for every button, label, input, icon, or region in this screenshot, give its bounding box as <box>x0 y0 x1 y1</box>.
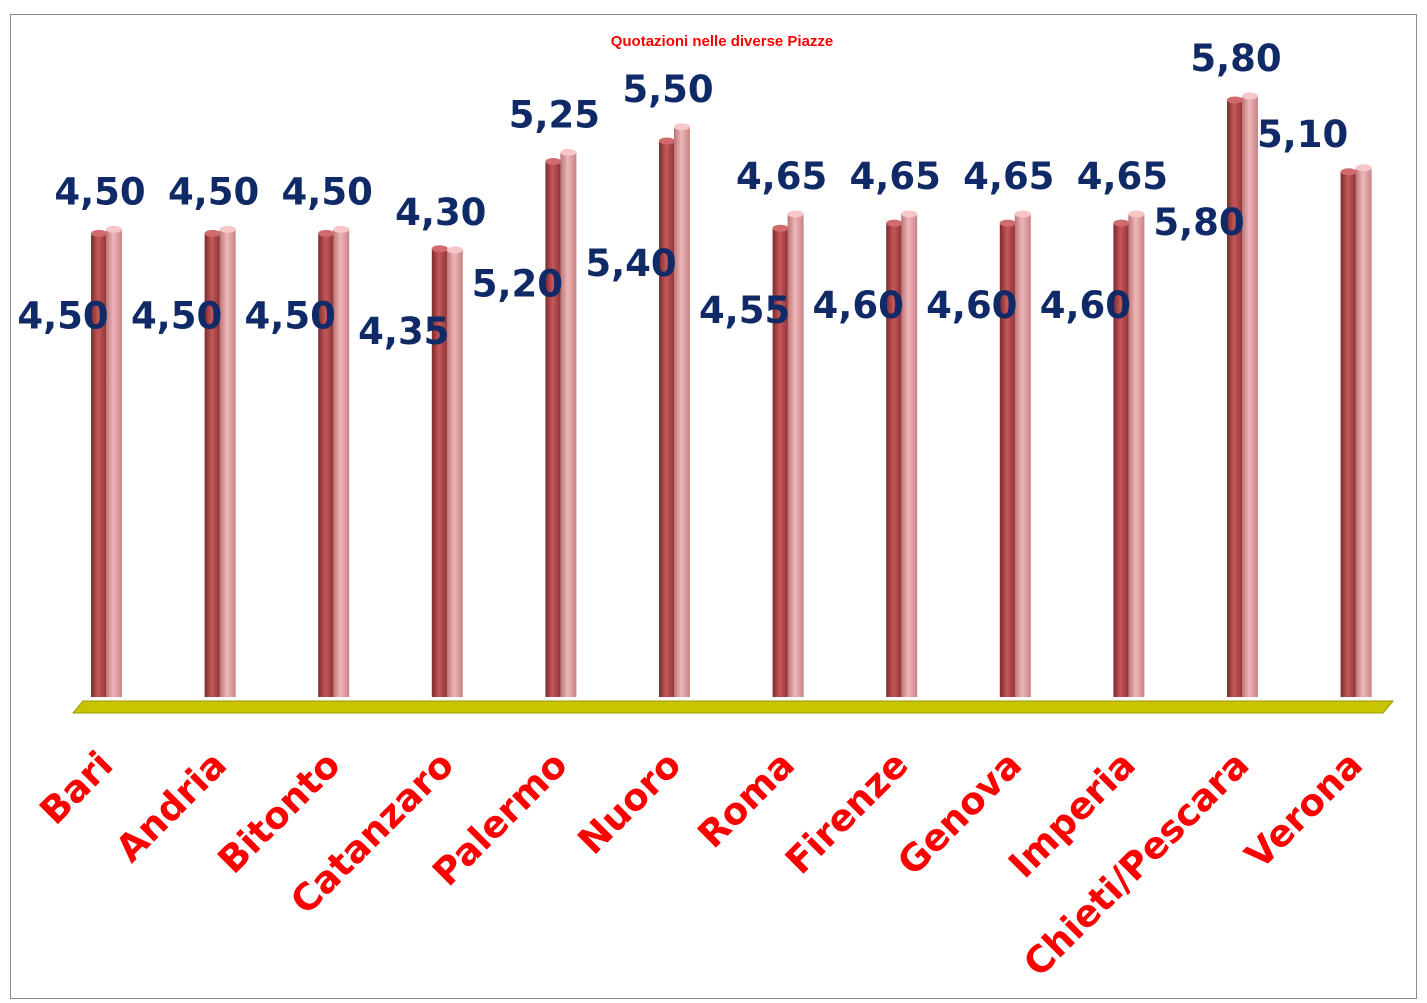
bars-layer <box>91 92 1372 698</box>
bar-cap-s1 <box>318 229 335 237</box>
bar-cap-s1 <box>1340 168 1357 176</box>
bar-cap-s1 <box>91 229 107 237</box>
value-label-s1: 5,80 <box>1153 201 1244 244</box>
bar-s2-andria <box>219 229 236 698</box>
value-label-s1: 4,60 <box>813 284 904 327</box>
value-label-s2: 4,65 <box>963 155 1054 198</box>
bar-cap-s1 <box>886 219 903 227</box>
value-labels-layer: 4,50 4,50 4,50 4,50 4,50 4,50 4,35 4,30 5,20 5,25… <box>17 37 1348 353</box>
bar-cap-s1 <box>545 158 562 166</box>
bar-cap-s2 <box>674 123 690 131</box>
value-label-s2: 4,65 <box>736 155 827 198</box>
chart-frame: Quotazioni nelle diverse Piazze 4,50 4,50… <box>10 14 1417 999</box>
bar-cap-s2 <box>787 210 804 218</box>
value-label-s1: 4,50 <box>245 294 336 337</box>
value-label-s2: 4,50 <box>282 170 373 213</box>
chart-floor <box>71 700 1395 714</box>
value-label-s1: 4,60 <box>1040 284 1131 327</box>
bar-cap-s2 <box>1355 164 1372 172</box>
category-label: Bari <box>31 743 121 833</box>
bar-s1-palermo <box>545 161 562 697</box>
bar-s1-bitonto <box>318 233 335 698</box>
bar-cap-s1 <box>1227 96 1243 104</box>
bar-cap-s1 <box>772 224 789 232</box>
value-label-s2: 5,25 <box>509 93 600 136</box>
category-label: Firenze <box>777 743 916 882</box>
bar-s2-roma <box>787 213 804 698</box>
bar-s1-roma <box>772 228 789 697</box>
bar-s2-genova <box>1014 213 1031 698</box>
bar-cap-s2 <box>560 148 577 156</box>
value-label-s2: 4,30 <box>395 191 486 234</box>
bar-s1-chieti-pescara <box>1227 100 1243 697</box>
bar-s2-chieti-pescara <box>1242 96 1258 697</box>
bar-cap-s2 <box>901 210 918 218</box>
bar-cap-s2 <box>219 225 236 233</box>
bar-s2-firenze <box>901 213 918 698</box>
bar-s1-firenze <box>886 223 903 697</box>
value-label-s2: 4,50 <box>168 170 259 213</box>
bar-s2-palermo <box>560 152 577 697</box>
bar-cap-s2 <box>1014 210 1031 218</box>
category-label: Nuoro <box>570 743 690 863</box>
bar-s1-imperia <box>1113 223 1130 697</box>
bar-s2-bitonto <box>333 229 350 698</box>
bar-s2-nuoro <box>674 126 690 697</box>
bar-cap-s2 <box>1128 210 1145 218</box>
bar-cap-s1 <box>999 219 1016 227</box>
bar-s2-verona <box>1355 167 1372 697</box>
bar-s1-nuoro <box>659 141 675 697</box>
value-label-s1: 4,35 <box>358 310 449 353</box>
bar-cap-s2 <box>106 225 122 233</box>
bar-s2-catanzaro <box>446 249 463 697</box>
bar-cap-s2 <box>446 246 463 254</box>
bar-s1-verona <box>1340 171 1357 697</box>
bar-cap-s1 <box>1113 219 1130 227</box>
bar-s2-imperia <box>1128 213 1145 698</box>
value-label-s1: 4,50 <box>17 294 108 337</box>
bar-cap-s2 <box>333 225 350 233</box>
bar-s1-andria <box>204 233 221 698</box>
value-label-s2: 5,50 <box>622 68 713 111</box>
value-label-s1: 4,50 <box>131 294 222 337</box>
value-label-s1: 4,60 <box>926 284 1017 327</box>
value-label-s1: 5,20 <box>472 263 563 306</box>
bar-cap-s1 <box>204 229 221 237</box>
value-label-s2: 4,50 <box>54 170 145 213</box>
category-label: Roma <box>690 743 803 856</box>
bar-s1-bari <box>91 233 107 698</box>
value-label-s2: 5,80 <box>1190 37 1281 80</box>
chart-canvas: Quotazioni nelle diverse Piazze 4,504,50… <box>17 33 1395 985</box>
value-label-s2: 4,65 <box>850 155 941 198</box>
value-label-s1: 5,10 <box>1257 113 1348 156</box>
bar-s1-catanzaro <box>431 248 448 697</box>
bar-cap-s1 <box>659 137 675 145</box>
bar-s2-bari <box>106 229 122 698</box>
category-label: Verona <box>1237 743 1371 877</box>
bar-s1-genova <box>999 223 1016 697</box>
value-label-s1: 4,55 <box>699 289 790 332</box>
value-label-s1: 5,40 <box>585 242 676 285</box>
chart-title: Quotazioni nelle diverse Piazze <box>611 33 834 50</box>
value-label-s2: 4,65 <box>1077 155 1168 198</box>
bar-cap-s1 <box>431 245 448 253</box>
bar-cap-s2 <box>1242 92 1258 100</box>
